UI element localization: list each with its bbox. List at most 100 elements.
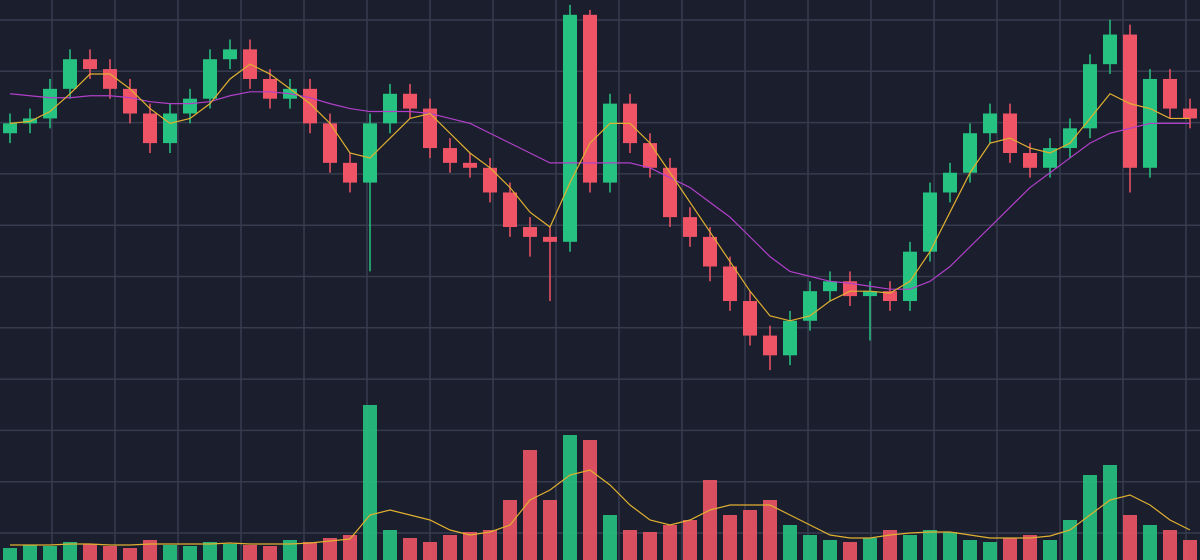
volume-bar [843,542,857,560]
candle-body [923,192,937,252]
volume-bar [963,540,977,560]
candle-body [563,14,577,242]
volume-bar [343,535,357,560]
candle-body [1163,78,1177,109]
candle-body [1183,108,1197,119]
candle-body [1123,34,1137,168]
candle-body [1003,113,1017,153]
candle-body [663,167,677,218]
volume-bar [23,545,37,560]
candle-body [383,93,397,124]
volume-bar [603,515,617,560]
volume-bar [183,546,197,560]
candle-body [823,281,837,292]
volume-bar [143,540,157,560]
candle-body [363,123,377,183]
volume-bar [563,435,577,560]
candle-body [83,59,97,70]
volume-bar [383,530,397,560]
volume-bar [43,546,57,560]
candle-body [523,227,537,237]
volume-bar [503,500,517,560]
volume-bar [1163,530,1177,560]
candle-body [403,93,417,109]
volume-bar [823,540,837,560]
volume-bar [463,532,477,560]
candle-body [223,49,237,60]
volume-bar [323,538,337,560]
candle-body [603,103,617,183]
volume-bar [1003,538,1017,560]
candle-body [263,78,277,99]
candle-body [183,98,197,114]
volume-bar [883,530,897,560]
volume-bar [163,545,177,560]
volume-bar [903,535,917,560]
candle-body [123,88,137,114]
candle-body [883,291,897,302]
volume-bar [523,450,537,560]
volume-bar [583,440,597,560]
volume-bar [643,532,657,560]
moving-average-slow [9,91,1190,290]
volume-bar [743,510,757,560]
candle-body [3,123,17,134]
candle-body [483,167,497,193]
candle-body [343,162,357,183]
volume-bar [1043,540,1057,560]
volume-bar [223,544,237,560]
volume-bar [1103,465,1117,560]
candle-body [983,113,997,134]
candle-body [1023,152,1037,168]
candle-body [463,162,477,168]
volume-bar [763,500,777,560]
candle-body [1103,34,1117,65]
volume-bar [723,515,737,560]
volume-bar [703,480,717,560]
candle-body [703,236,717,267]
volume-bar [543,500,557,560]
volume-bar [283,540,297,560]
volume-bar [443,535,457,560]
volume-bar [1143,525,1157,560]
volume-bar [923,530,937,560]
candle-body [63,59,77,89]
volume-bar [363,405,377,560]
volume-bar [303,542,317,560]
candle-body [723,266,737,302]
moving-average-fast [9,63,1190,322]
volume-bar [863,538,877,560]
volume-bar [63,542,77,560]
candle-body [903,251,917,302]
candle-body [423,108,437,149]
volume-bar [483,530,497,560]
candle-body [103,69,117,89]
candle-body [143,113,157,144]
candle-body [863,291,877,297]
candle-body [43,88,57,119]
volume-bar [3,548,17,560]
candle-body [323,123,337,163]
volume-bar [1123,515,1137,560]
volume-bar [623,530,637,560]
volume-bar [683,520,697,560]
candle-body [643,143,657,168]
candle-body [303,88,317,124]
volume-bar [1183,540,1197,560]
candle-body [743,301,757,336]
volume-bar [243,545,257,560]
volume-bar [403,538,417,560]
candle-body [443,148,457,163]
candle-body [583,14,597,183]
volume-bar [83,544,97,560]
candle-body [1063,128,1077,149]
candle-body [763,335,777,356]
volume-bar [803,535,817,560]
volume-bar [943,532,957,560]
volume-bar [1083,475,1097,560]
volume-bar [1023,535,1037,560]
volume-bar [103,546,117,560]
candle-body [1083,64,1097,129]
volume-bar [423,542,437,560]
